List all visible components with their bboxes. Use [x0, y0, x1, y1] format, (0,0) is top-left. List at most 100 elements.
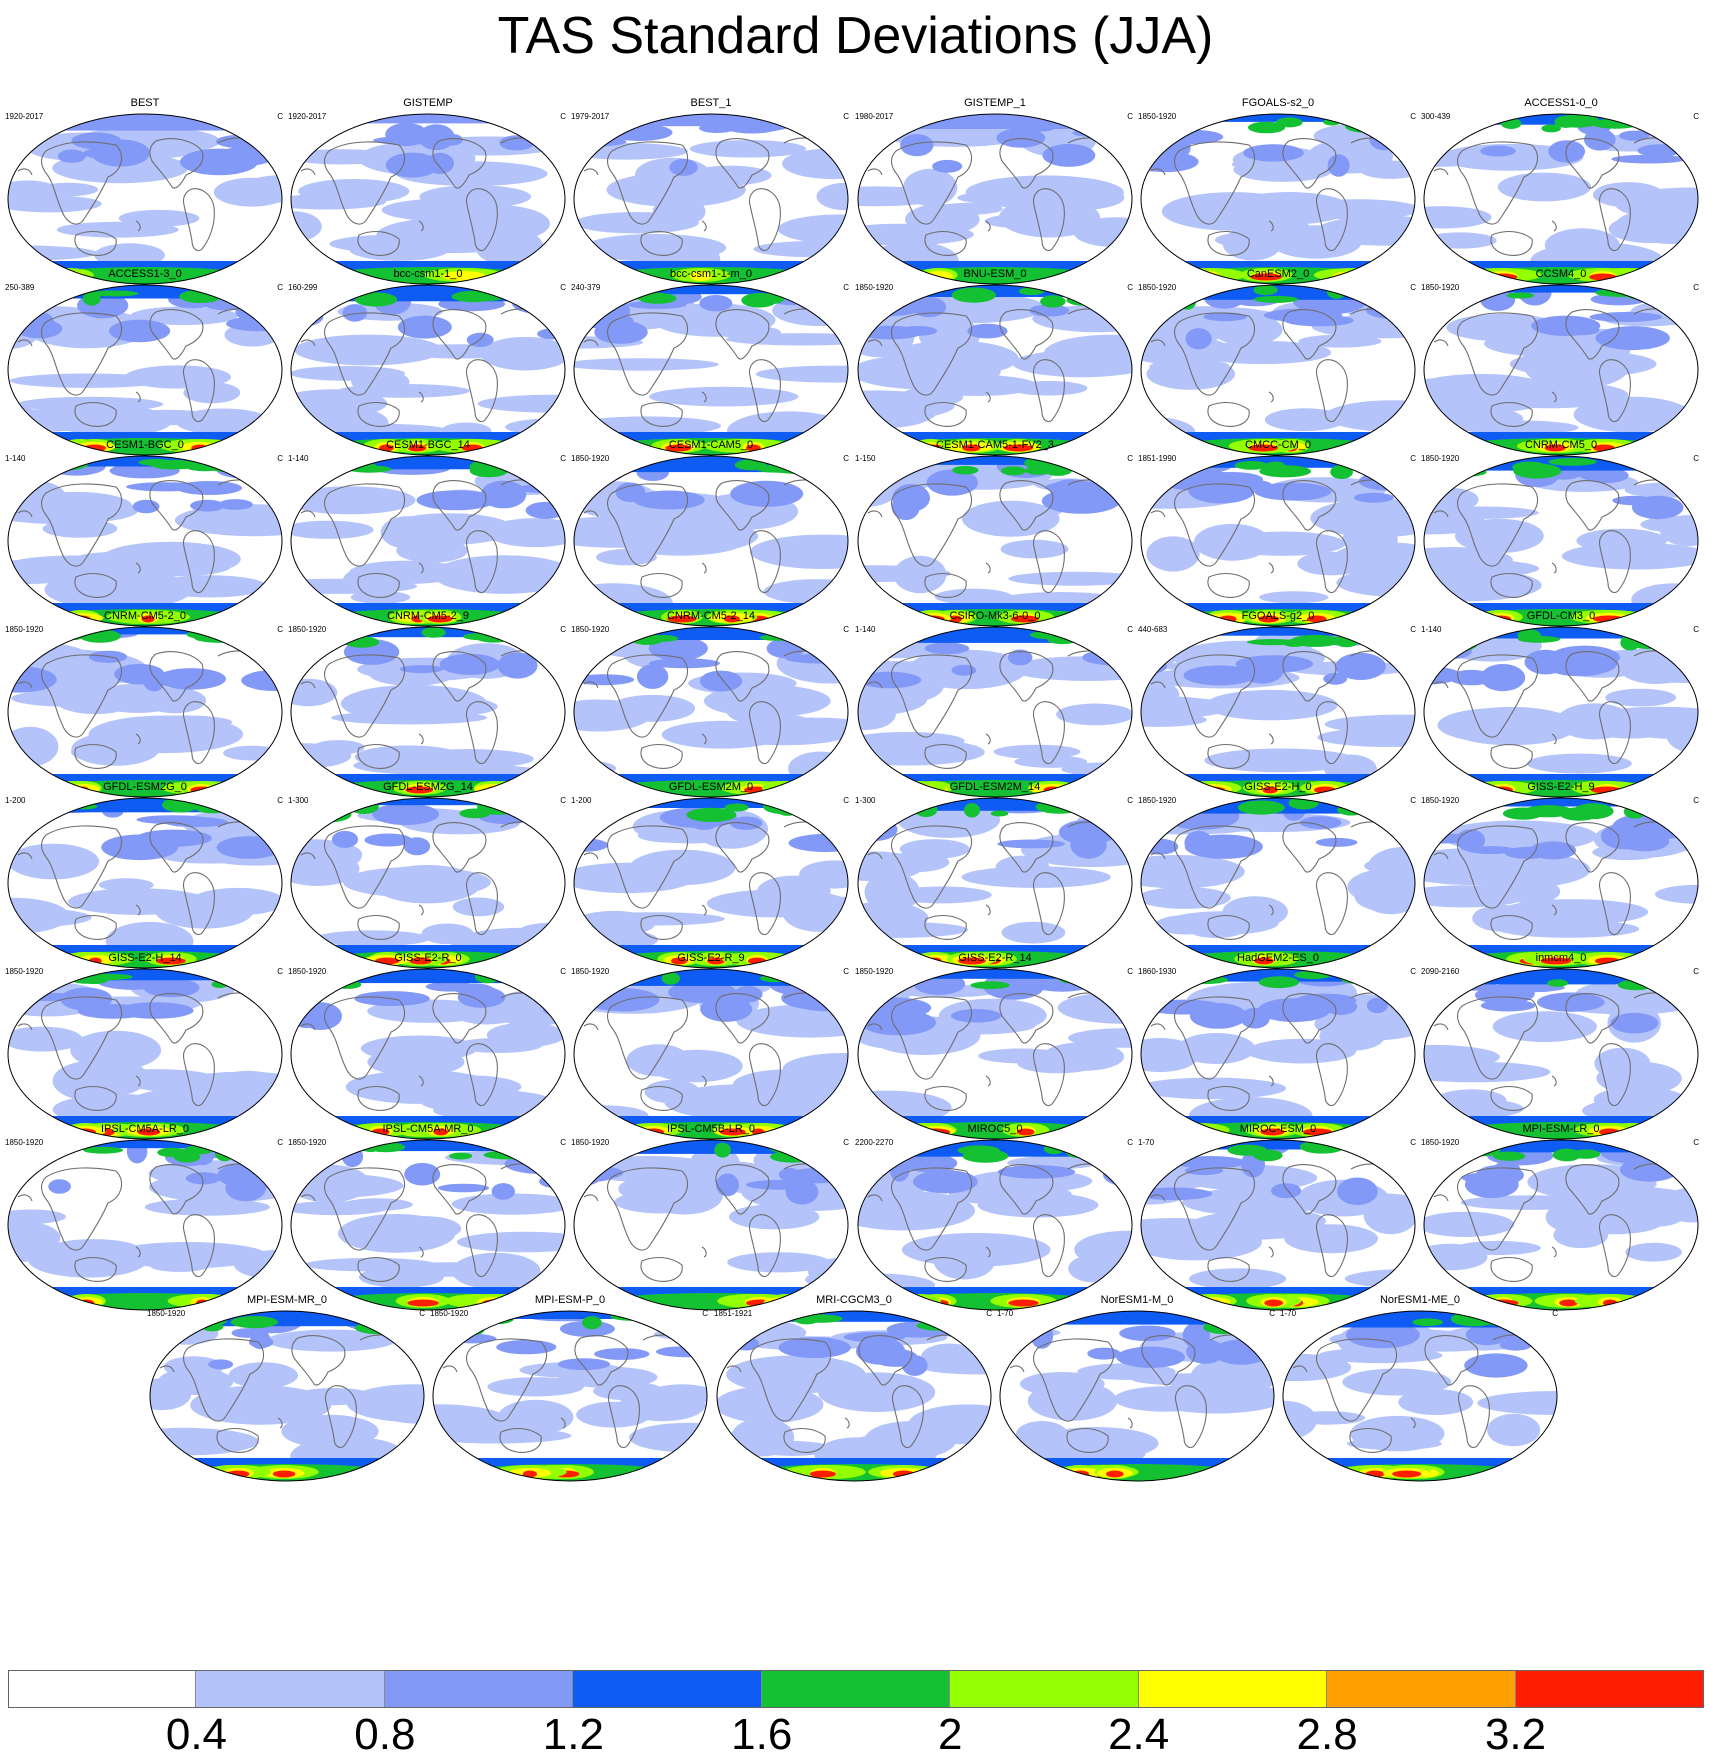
robinson-map: [1423, 284, 1699, 456]
panel-title: MRI-CGCM3_0: [816, 1294, 892, 1306]
coastline: [574, 1335, 629, 1386]
contour-patch: [108, 1242, 267, 1269]
coastline: [418, 1075, 424, 1087]
contour-patch: [1288, 1411, 1366, 1425]
coastline: [924, 572, 967, 598]
contour-patch: [9, 633, 55, 646]
contour-patch: [1631, 495, 1684, 520]
contour-patch: [353, 756, 500, 775]
coastline: [1598, 872, 1631, 936]
contour-patch: [439, 653, 500, 675]
contour-patch: [342, 866, 491, 898]
contour-patch: [38, 182, 99, 197]
panel-title: CNRM-CM5-2_0: [104, 610, 186, 622]
contour-patch: [1548, 458, 1597, 466]
map-border: [573, 455, 849, 627]
contour-patch: [295, 463, 326, 479]
contour-patch: [186, 629, 234, 640]
coastline: [1598, 1214, 1631, 1278]
contour-patch: [19, 491, 133, 521]
map-panel: IPSL-CM5A-LR_0 1850-1920 C: [5, 1123, 285, 1313]
contour-patch: [996, 128, 1046, 148]
panel-years: 1-70: [1138, 1138, 1155, 1147]
panel-title: MPI-ESM-P_0: [534, 1294, 606, 1306]
panel-years: 1920-2017: [5, 112, 44, 121]
coastline: [1551, 220, 1557, 232]
panel-years: 1980-2017: [855, 112, 894, 121]
contour-patch: [766, 969, 809, 983]
robinson-map: [857, 797, 1133, 969]
contour-patch: [1367, 114, 1397, 127]
contour-patch: [574, 462, 599, 472]
contour-patch: [1474, 986, 1527, 1004]
coastline: [300, 1023, 316, 1031]
contour-patch: [963, 803, 981, 818]
colorbar-label: 2.8: [1296, 1710, 1358, 1759]
contour-patch: [597, 466, 624, 482]
contour-patch: [1146, 358, 1235, 390]
coastline: [985, 220, 991, 232]
contour-patch: [665, 444, 692, 452]
contour-patch: [397, 315, 452, 339]
coastline: [1173, 141, 1256, 225]
panel-title: HadGEM2-ES_0: [1237, 952, 1319, 964]
contour-patch: [1499, 1339, 1532, 1351]
coastline: [890, 483, 973, 567]
panel-years: 1-140: [855, 625, 876, 634]
contour-patch: [1337, 804, 1366, 816]
contour-patch: [143, 978, 200, 998]
contour-patch: [778, 1168, 801, 1182]
robinson-map: [573, 455, 849, 627]
contour-patch: [156, 668, 226, 690]
contour-patch: [1439, 642, 1472, 659]
colorbar-swatch: [196, 1670, 385, 1708]
coastline: [300, 168, 316, 176]
contour-patch: [965, 175, 1124, 210]
contour-patch: [644, 1079, 700, 1104]
coastline: [1490, 1256, 1533, 1282]
robinson-map: [1423, 797, 1699, 969]
map-border: [1423, 284, 1699, 456]
contour-patch: [750, 534, 848, 570]
panel-title: MIROC-ESM_0: [1239, 1123, 1317, 1135]
coastline: [1032, 359, 1065, 423]
contour-patch: [1230, 218, 1311, 237]
panel-unit: C: [843, 112, 849, 121]
coastline: [17, 339, 33, 347]
contour-patch: [354, 292, 398, 307]
contour-patch: [1335, 652, 1386, 680]
coastline: [1207, 1085, 1250, 1111]
robinson-map: [290, 797, 566, 969]
coastline: [357, 572, 400, 598]
coastline: [640, 572, 683, 598]
contour-patch: [1571, 1149, 1601, 1159]
panel-years: 1850-1920: [5, 1138, 44, 1147]
contour-patch: [1593, 1086, 1686, 1113]
contour-patch: [1466, 846, 1516, 855]
panel-years: 1850-1920: [571, 454, 610, 463]
contour-patch: [1259, 465, 1312, 478]
coastline: [985, 733, 991, 745]
panel-title: MPI-ESM-LR_0: [1522, 1123, 1600, 1135]
panel-title: IPSL-CM5A-LR_0: [100, 1123, 190, 1135]
contour-patch: [858, 683, 928, 717]
contour-patch: [496, 1339, 557, 1355]
coastline: [640, 743, 683, 769]
panel-unit: C: [277, 625, 283, 634]
contour-patch: [1294, 993, 1357, 1008]
robinson-map: [1140, 113, 1416, 285]
contour-patch: [1017, 1053, 1099, 1074]
coastline: [40, 312, 123, 396]
coastline: [182, 530, 215, 594]
contour-patch: [346, 1384, 424, 1423]
contour-patch: [57, 149, 86, 163]
coastline: [1551, 562, 1557, 574]
coastline: [1282, 309, 1337, 360]
contour-patch: [1016, 1164, 1055, 1175]
contour-patch: [899, 386, 963, 407]
contour-patch: [1540, 957, 1572, 965]
contour-patch: [794, 286, 848, 312]
contour-patch: [646, 1384, 707, 1405]
contour-patch: [1358, 471, 1415, 491]
contour-patch: [1253, 295, 1299, 303]
